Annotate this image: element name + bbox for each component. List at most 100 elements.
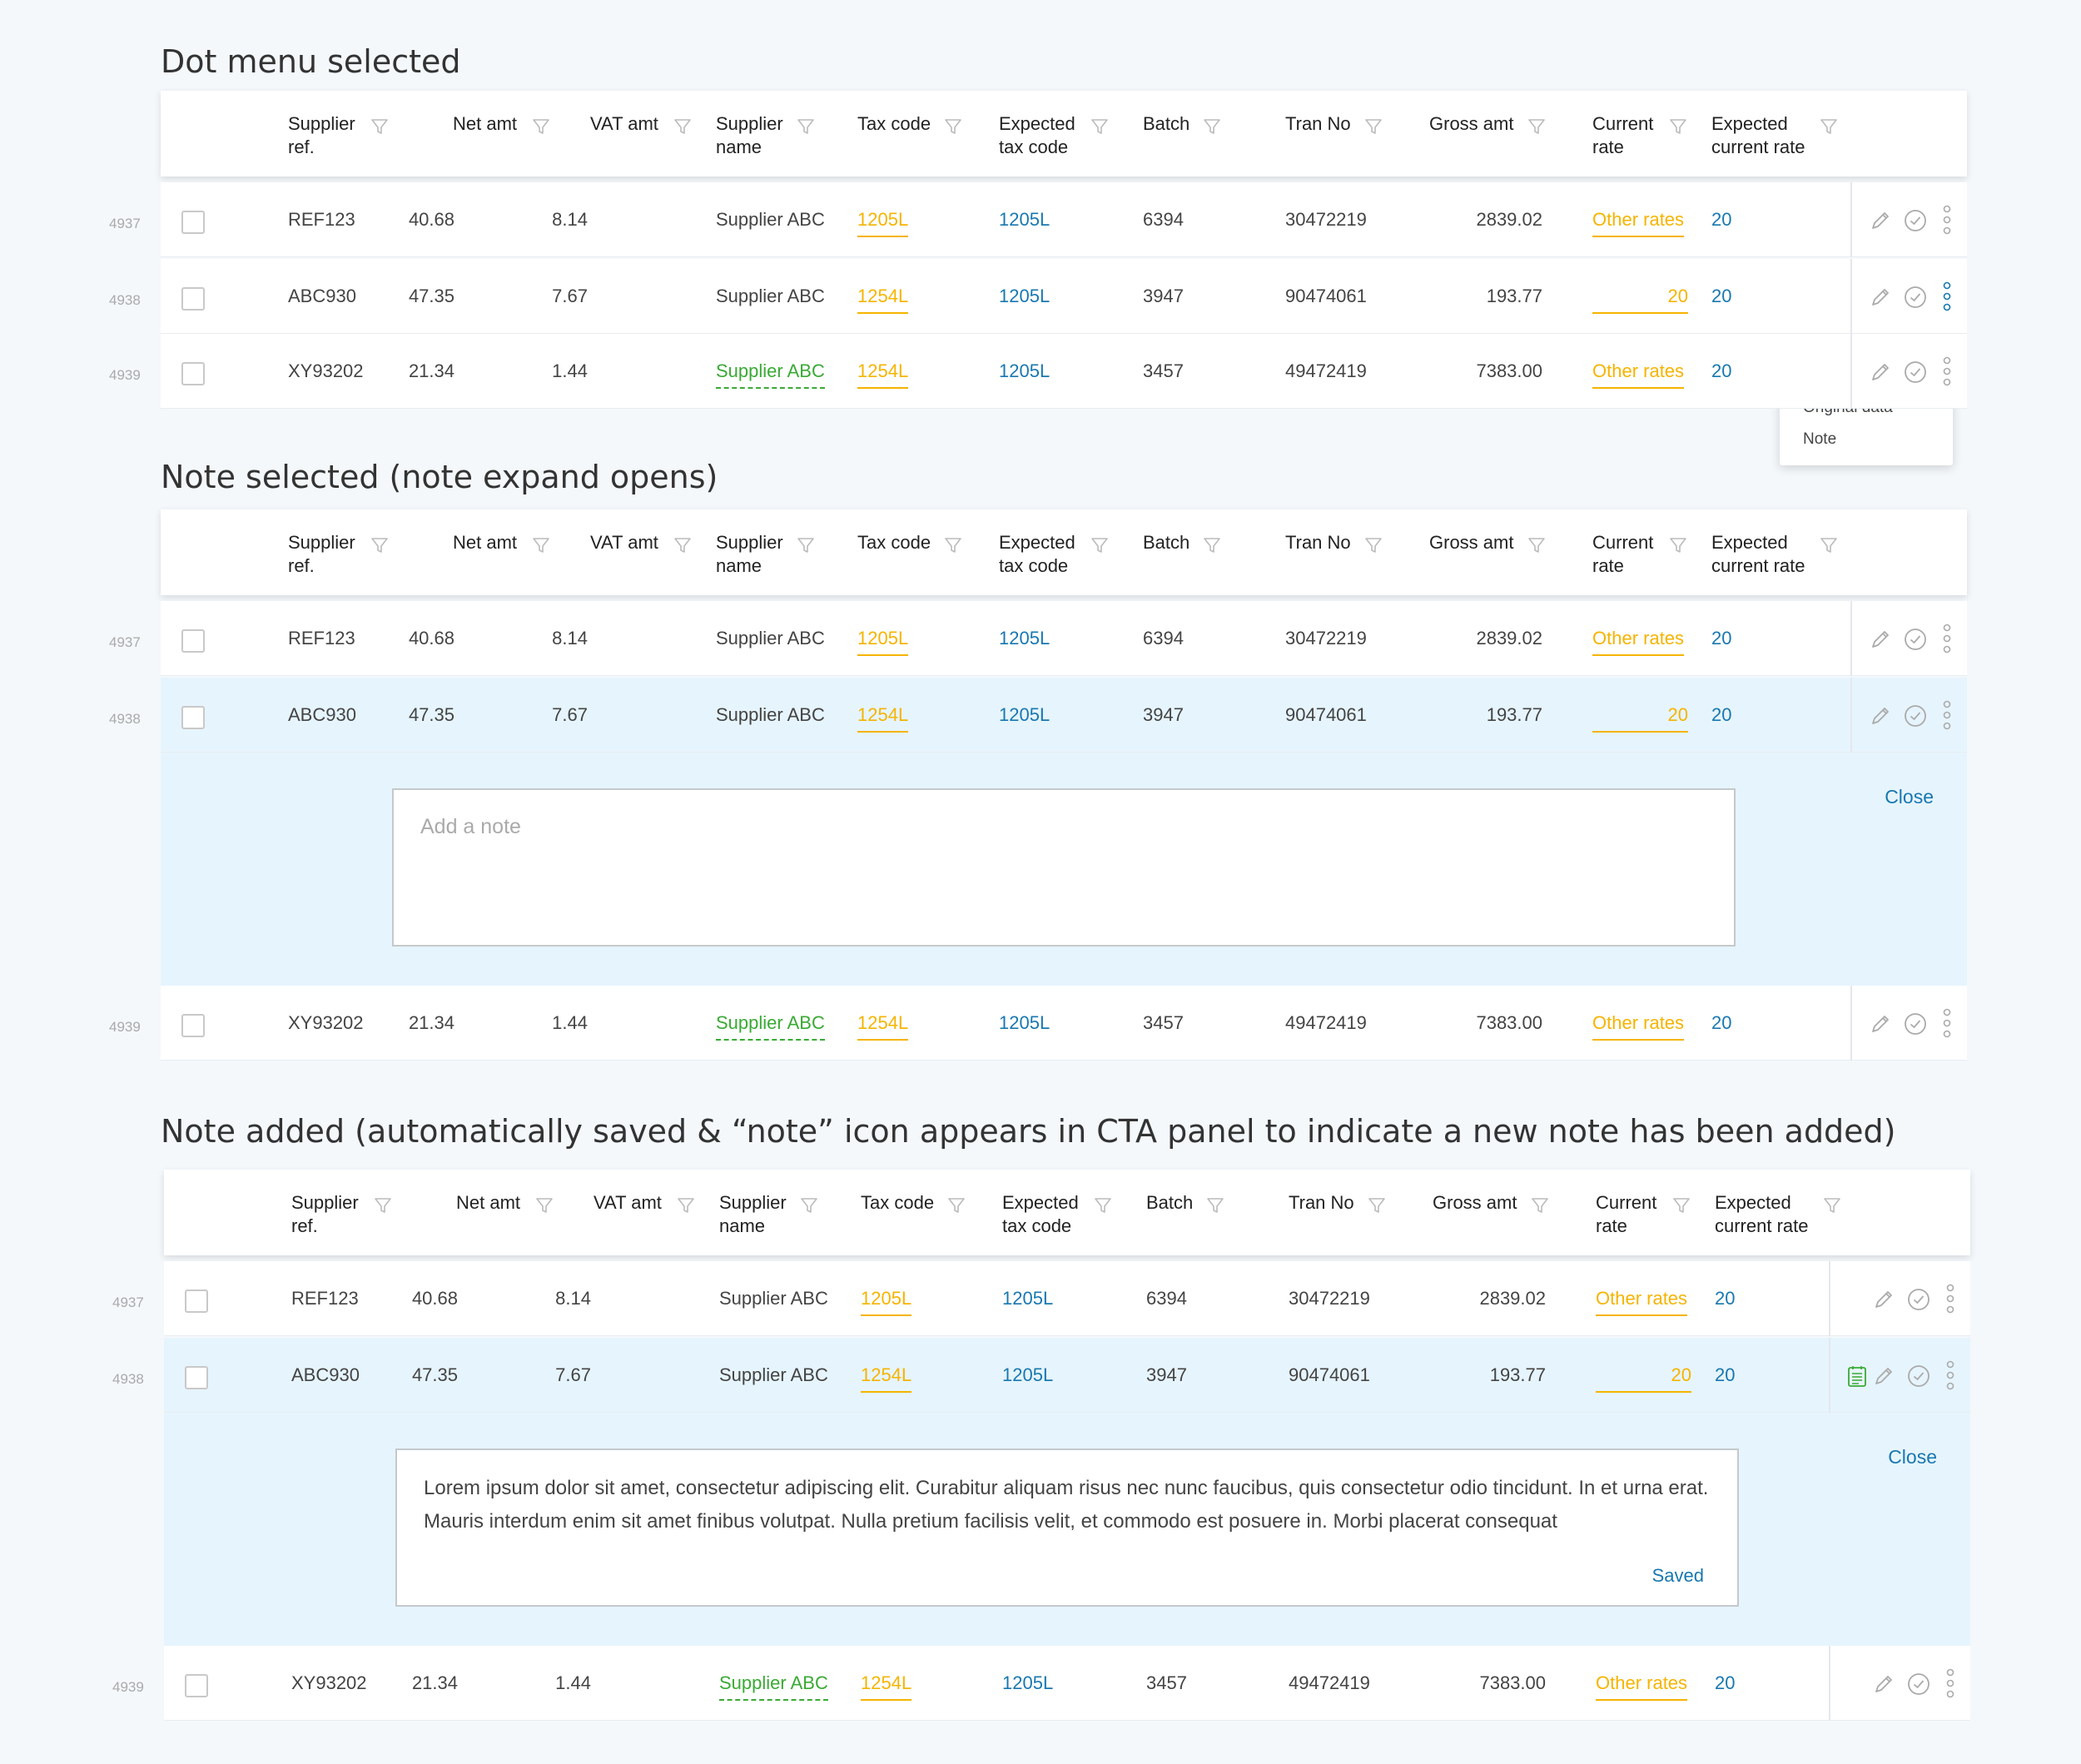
cell-rate[interactable]: Other rates [1592, 360, 1685, 389]
pencil-icon[interactable] [1869, 360, 1892, 384]
table-row[interactable]: 4939 XY93202 21.34 1.44 Supplier ABC 1254L 120… [109, 986, 1967, 1061]
filter-icon[interactable] [1820, 117, 1838, 136]
more-vertical-icon[interactable] [1942, 281, 1965, 311]
filter-icon[interactable] [800, 1196, 818, 1215]
pencil-icon[interactable] [1872, 1288, 1895, 1311]
column-header-vat[interactable]: VAT amt [590, 113, 658, 134]
more-vertical-icon[interactable] [1945, 1284, 1969, 1314]
column-header-batch[interactable]: Batch [1143, 532, 1190, 553]
filter-icon[interactable] [1669, 536, 1687, 554]
filter-icon[interactable] [1206, 1196, 1224, 1215]
row-checkbox[interactable] [185, 1289, 208, 1313]
cell-rate[interactable]: 20 [1596, 1364, 1691, 1393]
more-vertical-icon[interactable] [1942, 1008, 1965, 1038]
column-header-exp-tax[interactable]: Expected tax code [999, 532, 1075, 576]
row-checkbox[interactable] [185, 1366, 208, 1389]
filter-icon[interactable] [1090, 536, 1109, 554]
column-header-supplier[interactable]: Supplier name [719, 1192, 787, 1236]
table-row[interactable]: 4938 ABC930 47.35 7.67 Supplier ABC 1254L 1205… [109, 678, 1967, 753]
filter-icon[interactable] [532, 536, 550, 554]
filter-icon[interactable] [1368, 1196, 1386, 1215]
cell-supplier[interactable]: Supplier ABC [719, 1672, 828, 1701]
filter-icon[interactable] [1203, 536, 1221, 554]
column-header-tran[interactable]: Tran No [1285, 532, 1351, 553]
check-circle-icon[interactable] [1904, 286, 1927, 309]
row-checkbox[interactable] [181, 629, 205, 653]
column-header-net[interactable]: Net amt [453, 113, 518, 134]
pencil-icon[interactable] [1869, 628, 1892, 651]
pencil-icon[interactable] [1869, 1012, 1892, 1036]
check-circle-icon[interactable] [1907, 1364, 1930, 1388]
column-header-exp-tax[interactable]: Expected tax code [1002, 1192, 1079, 1236]
column-header-net[interactable]: Net amt [456, 1192, 521, 1213]
row-checkbox[interactable] [181, 1014, 205, 1037]
close-button[interactable]: Close [1885, 786, 1934, 807]
column-header-rate[interactable]: Current rate [1592, 532, 1654, 576]
filter-icon[interactable] [1672, 1196, 1691, 1215]
table-row[interactable]: 4937 REF123 40.68 8.14 Supplier ABC 1205L 1205… [112, 1261, 1970, 1336]
cell-rate[interactable]: Other rates [1592, 209, 1685, 237]
cell-supplier[interactable]: Supplier ABC [716, 1012, 825, 1041]
column-header-ref[interactable]: Supplier ref. [291, 1192, 359, 1236]
column-header-tax[interactable]: Tax code [857, 532, 931, 553]
cell-tax[interactable]: 1254L [857, 1012, 909, 1041]
filter-icon[interactable] [1823, 1196, 1841, 1215]
cell-rate[interactable]: 20 [1592, 286, 1688, 314]
more-vertical-icon[interactable] [1942, 624, 1965, 653]
pencil-icon[interactable] [1869, 286, 1892, 309]
column-header-gross[interactable]: Gross amt [1429, 532, 1514, 553]
column-header-vat[interactable]: VAT amt [594, 1192, 662, 1213]
cell-tax[interactable]: 1205L [857, 209, 909, 237]
cell-tax[interactable]: 1254L [861, 1364, 912, 1393]
filter-icon[interactable] [797, 536, 815, 554]
filter-icon[interactable] [673, 117, 692, 136]
column-header-rate[interactable]: Current rate [1596, 1192, 1657, 1236]
filter-icon[interactable] [944, 117, 962, 136]
check-circle-icon[interactable] [1907, 1672, 1930, 1696]
column-header-tran[interactable]: Tran No [1285, 113, 1351, 134]
note-text[interactable]: Lorem ipsum dolor sit amet, consectetur … [424, 1477, 1709, 1533]
row-checkbox[interactable] [181, 287, 205, 311]
close-button[interactable]: Close [1888, 1446, 1937, 1468]
column-header-batch[interactable]: Batch [1143, 113, 1190, 134]
cell-tax[interactable]: 1254L [857, 286, 909, 314]
row-checkbox[interactable] [181, 362, 205, 385]
table-row[interactable]: 4939 XY93202 21.34 1.44 Supplier ABC 1254L 120… [112, 1646, 1970, 1721]
pencil-icon[interactable] [1869, 704, 1892, 728]
column-header-vat[interactable]: VAT amt [590, 532, 658, 553]
column-header-tax[interactable]: Tax code [857, 113, 931, 134]
filter-icon[interactable] [532, 117, 550, 136]
cell-rate[interactable]: Other rates [1596, 1672, 1688, 1701]
filter-icon[interactable] [1090, 117, 1109, 136]
filter-icon[interactable] [673, 536, 692, 554]
table-row[interactable]: 4938 ABC930 47.35 7.67 Supplier ABC 1254L 1205… [109, 259, 1967, 334]
cell-rate[interactable]: Other rates [1592, 628, 1685, 656]
filter-icon[interactable] [535, 1196, 554, 1215]
filter-icon[interactable] [1203, 117, 1221, 136]
filter-icon[interactable] [1669, 117, 1687, 136]
filter-icon[interactable] [1527, 117, 1546, 136]
filter-icon[interactable] [1364, 117, 1383, 136]
table-row[interactable]: 4939 XY93202 21.34 1.44 Supplier ABC 1254L 120… [109, 334, 1967, 409]
filter-icon[interactable] [1531, 1196, 1549, 1215]
cell-tax[interactable]: 1205L [857, 628, 909, 656]
cell-rate[interactable]: Other rates [1596, 1288, 1688, 1316]
more-vertical-icon[interactable] [1942, 205, 1965, 235]
column-header-gross[interactable]: Gross amt [1429, 113, 1514, 134]
column-header-tran[interactable]: Tran No [1289, 1192, 1354, 1213]
column-header-ref[interactable]: Supplier ref. [288, 532, 355, 576]
filter-icon[interactable] [370, 536, 389, 554]
note-icon[interactable] [1847, 1364, 1870, 1388]
filter-icon[interactable] [1364, 536, 1383, 554]
pencil-icon[interactable] [1872, 1672, 1895, 1696]
filter-icon[interactable] [1820, 536, 1838, 554]
table-row[interactable]: 4938 ABC930 47.35 7.67 Supplier ABC 1254L 1205… [112, 1338, 1970, 1413]
menu-item-note[interactable]: Note [1803, 430, 1837, 448]
filter-icon[interactable] [947, 1196, 966, 1215]
column-header-batch[interactable]: Batch [1146, 1192, 1194, 1213]
filter-icon[interactable] [944, 536, 962, 554]
column-header-ref[interactable]: Supplier ref. [288, 113, 355, 157]
column-header-net[interactable]: Net amt [453, 532, 518, 553]
more-vertical-icon[interactable] [1942, 700, 1965, 730]
cell-tax[interactable]: 1205L [861, 1288, 912, 1316]
